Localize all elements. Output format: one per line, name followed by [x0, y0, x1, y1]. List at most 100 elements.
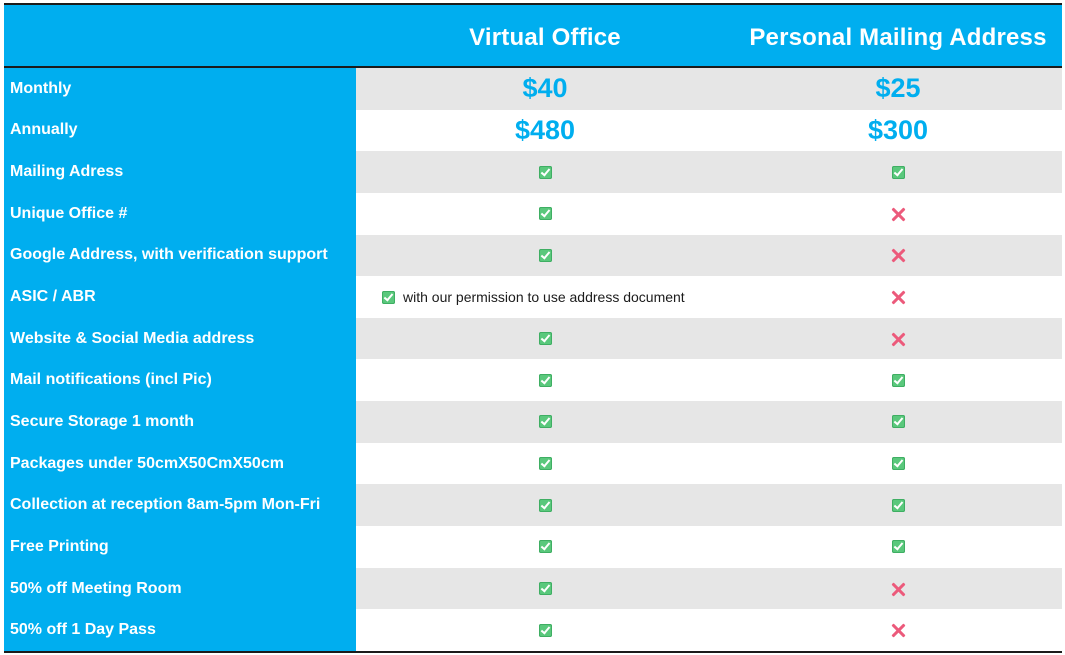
- personal-mailing-cell: $25: [734, 68, 1062, 110]
- feature-label: Packages under 50cmX50CmX50cm: [10, 454, 284, 472]
- virtual-office-cell: [356, 151, 734, 193]
- row-cells: [356, 192, 1062, 235]
- check-icon: [538, 207, 552, 221]
- personal-mailing-cell: [734, 360, 1062, 402]
- virtual-office-cell: [356, 568, 734, 610]
- personal-mailing-cell: [734, 193, 1062, 235]
- header-personal-mailing-address: Personal Mailing Address: [749, 24, 1047, 51]
- feature-label: Mail notifications (incl Pic): [10, 371, 212, 389]
- check-icon: [538, 415, 552, 429]
- row-cells: [356, 484, 1062, 527]
- table-row: Mail notifications (incl Pic): [4, 359, 1062, 402]
- personal-mailing-cell: [734, 235, 1062, 277]
- personal-mailing-cell: $300: [734, 110, 1062, 152]
- table-row: Packages under 50cmX50CmX50cm: [4, 442, 1062, 485]
- personal-mailing-cell: [734, 568, 1062, 610]
- cross-icon: [890, 289, 906, 305]
- virtual-office-cell: [356, 526, 734, 568]
- check-icon: [538, 332, 552, 346]
- table-row: Secure Storage 1 month: [4, 401, 1062, 443]
- cross-icon: [890, 247, 906, 263]
- check-icon: [891, 165, 905, 179]
- personal-mailing-cell: [734, 151, 1062, 193]
- row-cells: [356, 526, 1062, 568]
- pricing-comparison-table: Virtual Office Personal Mailing Address …: [4, 3, 1062, 653]
- personal-mailing-cell: [734, 276, 1062, 318]
- table-row: Google Address, with verification suppor…: [4, 234, 1062, 277]
- personal-mailing-cell: [734, 484, 1062, 526]
- personal-mailing-cell: [734, 609, 1062, 651]
- check-icon: [538, 540, 552, 554]
- personal-mailing-cell: [734, 526, 1062, 568]
- personal-mailing-cell: [734, 443, 1062, 485]
- row-cells: [356, 151, 1062, 193]
- row-cells: [356, 401, 1062, 443]
- feature-label: Secure Storage 1 month: [10, 412, 195, 430]
- feature-label: 50% off 1 Day Pass: [10, 621, 156, 639]
- virtual-office-cell: [356, 235, 734, 277]
- row-cells: [356, 609, 1062, 651]
- table-row: Free Printing: [4, 526, 1062, 568]
- virtual-office-cell: [356, 318, 734, 360]
- cross-icon: [890, 331, 906, 347]
- row-cells: $480 $300: [356, 109, 1062, 152]
- feature-label: Google Address, with verification suppor…: [10, 246, 328, 264]
- feature-label: ASIC / ABR: [10, 288, 96, 306]
- virtual-office-cell: $480: [356, 110, 734, 152]
- virtual-office-cell: $40: [356, 68, 734, 110]
- feature-label: Annually: [10, 121, 78, 139]
- virtual-office-cell: [356, 401, 734, 443]
- cross-icon: [890, 622, 906, 638]
- table-body: Monthly $40 $25 Annually $480 $300 Mailing Adr…: [4, 68, 1062, 651]
- price-value: $25: [875, 73, 921, 104]
- row-cells: [356, 442, 1062, 485]
- feature-label: Website & Social Media address: [10, 329, 255, 347]
- check-icon: [382, 290, 395, 304]
- feature-label: 50% off Meeting Room: [10, 579, 182, 597]
- cell-note: with our permission to use address docum…: [403, 289, 685, 306]
- table-row: ASIC / ABR with our permission to use add…: [4, 276, 1062, 318]
- virtual-office-cell: with our permission to use address docum…: [356, 276, 734, 318]
- price-value: $40: [522, 73, 568, 104]
- table-row: Annually $480 $300: [4, 109, 1062, 152]
- cross-icon: [890, 206, 906, 222]
- price-value: $480: [514, 114, 576, 145]
- feature-label: Unique Office #: [10, 204, 128, 222]
- price-value: $300: [867, 114, 929, 145]
- table-row: Mailing Adress: [4, 151, 1062, 193]
- check-icon: [538, 457, 552, 471]
- virtual-office-cell: [356, 484, 734, 526]
- feature-label: Free Printing: [10, 537, 109, 555]
- feature-label: Collection at reception 8am-5pm Mon-Fri: [10, 496, 321, 514]
- check-icon: [891, 540, 905, 554]
- table-row: Monthly $40 $25: [4, 68, 1062, 110]
- virtual-office-cell: [356, 360, 734, 402]
- header-virtual-office: Virtual Office: [469, 24, 621, 51]
- check-icon: [538, 582, 552, 596]
- cross-icon: [890, 581, 906, 597]
- row-cells: [356, 234, 1062, 277]
- virtual-office-cell: [356, 443, 734, 485]
- row-cells: [356, 359, 1062, 402]
- feature-label: Mailing Adress: [10, 163, 124, 181]
- table-row: 50% off 1 Day Pass: [4, 609, 1062, 651]
- virtual-office-cell: [356, 193, 734, 235]
- virtual-office-cell: [356, 609, 734, 651]
- check-icon: [538, 623, 552, 637]
- personal-mailing-cell: [734, 318, 1062, 360]
- table-row: Unique Office #: [4, 192, 1062, 235]
- table-header: Virtual Office Personal Mailing Address: [4, 5, 1062, 68]
- check-icon: [538, 248, 552, 262]
- table-row: 50% off Meeting Room: [4, 567, 1062, 610]
- check-icon: [538, 373, 552, 387]
- check-icon: [891, 457, 905, 471]
- row-cells: [356, 567, 1062, 610]
- row-cells: $40 $25: [356, 68, 1062, 110]
- check-icon: [538, 498, 552, 512]
- table-row: Collection at reception 8am-5pm Mon-Fri: [4, 484, 1062, 527]
- check-icon: [538, 165, 552, 179]
- personal-mailing-cell: [734, 401, 1062, 443]
- feature-label: Monthly: [10, 79, 72, 97]
- row-cells: with our permission to use address docum…: [356, 276, 1062, 318]
- check-icon: [891, 373, 905, 387]
